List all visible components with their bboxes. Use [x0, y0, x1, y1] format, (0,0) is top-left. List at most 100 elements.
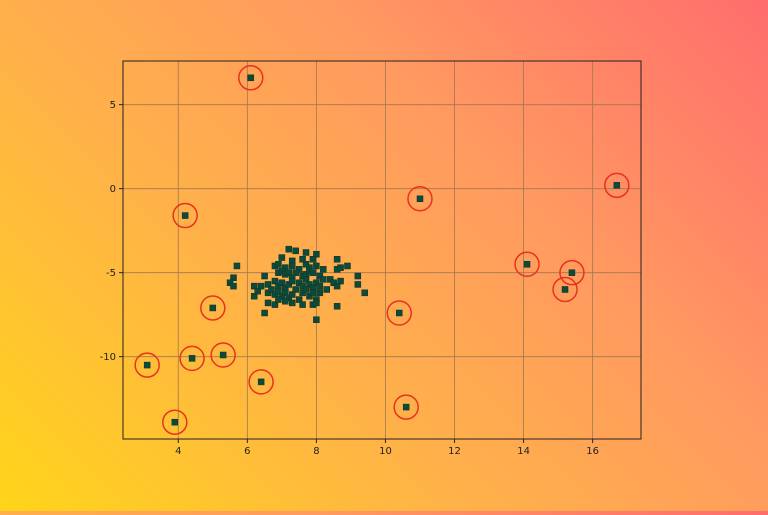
cluster-point	[250, 282, 258, 290]
x-tick-label: 10	[379, 446, 392, 457]
cluster-point	[316, 289, 324, 297]
outlier-ring	[134, 352, 160, 378]
cluster-point	[264, 281, 272, 288]
outlier-ring	[386, 300, 413, 326]
cluster-point	[320, 266, 327, 273]
cluster-point	[299, 289, 306, 297]
cluster-point	[361, 289, 368, 297]
outlier-ring	[179, 345, 205, 372]
cluster-point	[295, 296, 303, 303]
cluster-point	[264, 289, 272, 297]
outlier-ring	[200, 295, 226, 321]
cluster-point	[344, 262, 351, 270]
outlier-point	[257, 378, 265, 386]
cluster-point	[333, 255, 341, 263]
x-tick-label: 6	[244, 446, 250, 457]
outlier-ring	[238, 65, 264, 91]
cluster-point	[333, 303, 341, 310]
cluster-point	[268, 286, 275, 293]
cluster-point	[278, 279, 286, 287]
data-points	[143, 74, 621, 426]
cluster-point	[250, 292, 258, 300]
cluster-point	[306, 292, 313, 300]
grid-lines	[123, 61, 641, 439]
cluster-point	[292, 247, 299, 255]
plot-frame	[122, 60, 642, 440]
cluster-point	[337, 264, 344, 271]
outlier-ring	[162, 409, 188, 435]
cluster-point	[275, 287, 282, 295]
cluster-point	[313, 262, 320, 270]
cluster-point	[313, 299, 320, 307]
cluster-point	[299, 282, 306, 290]
outlier-point	[181, 212, 189, 219]
cluster-point	[278, 292, 286, 300]
outlier-point	[568, 269, 576, 276]
y-tick-label: -10	[100, 352, 116, 363]
cluster-point	[299, 301, 306, 308]
x-tick-label: 8	[313, 446, 319, 457]
cluster-point	[313, 316, 320, 323]
outlier-rings	[134, 65, 630, 435]
cluster-point	[288, 291, 296, 298]
x-tick-label: 16	[586, 446, 599, 457]
outlier-point	[396, 309, 403, 317]
outlier-point	[247, 74, 255, 82]
cluster-point	[306, 281, 313, 288]
cluster-point	[302, 249, 310, 256]
cluster-point	[271, 291, 279, 298]
x-tick-label: 4	[175, 446, 181, 457]
cluster-point	[254, 287, 261, 295]
outlier-ring	[407, 186, 433, 212]
outlier-point	[219, 351, 227, 359]
outlier-point	[523, 261, 531, 268]
outlier-point	[171, 418, 179, 426]
outlier-ring	[514, 251, 540, 278]
outlier-point	[143, 361, 151, 369]
cluster-point	[354, 272, 362, 280]
cluster-point	[288, 299, 296, 307]
cluster-point	[282, 297, 289, 305]
cluster-point	[295, 266, 303, 273]
cluster-point	[285, 281, 293, 288]
cluster-point	[313, 279, 320, 287]
cluster-point	[309, 255, 317, 263]
outlier-point	[561, 286, 569, 293]
cluster-point	[326, 276, 334, 283]
cluster-point	[282, 264, 289, 271]
cluster-point	[285, 294, 293, 302]
cluster-point	[261, 309, 268, 317]
cluster-point	[313, 250, 320, 258]
cluster-point	[257, 282, 265, 290]
cluster-point	[285, 245, 293, 253]
cluster-point	[302, 276, 310, 283]
cluster-point	[271, 301, 279, 308]
cluster-point	[292, 269, 299, 276]
cluster-point	[299, 255, 306, 263]
cluster-point	[302, 286, 310, 293]
cluster-point	[323, 286, 330, 293]
cluster-point	[288, 262, 296, 270]
outlier-ring	[552, 276, 578, 303]
outlier-ring	[559, 259, 585, 286]
cluster-point	[309, 289, 317, 297]
y-tick-label: 0	[110, 184, 116, 195]
cluster-point	[288, 277, 296, 285]
cluster-point	[320, 276, 327, 283]
cluster-point	[282, 289, 289, 297]
outlier-point	[188, 355, 196, 362]
cluster-point	[271, 277, 279, 285]
cluster-point	[278, 254, 286, 261]
cluster-point	[295, 279, 303, 287]
x-tick-label: 14	[517, 446, 530, 457]
outlier-ring	[393, 394, 419, 420]
cluster-point	[261, 272, 268, 280]
x-tick-label: 12	[448, 446, 461, 457]
cluster-point	[230, 282, 237, 290]
cluster-point	[333, 282, 341, 290]
axis-ticks: 4 6 8 10 12 14 16 -10 -5 0 5	[100, 100, 599, 457]
cluster-point	[275, 296, 282, 303]
cluster-point	[264, 299, 272, 307]
